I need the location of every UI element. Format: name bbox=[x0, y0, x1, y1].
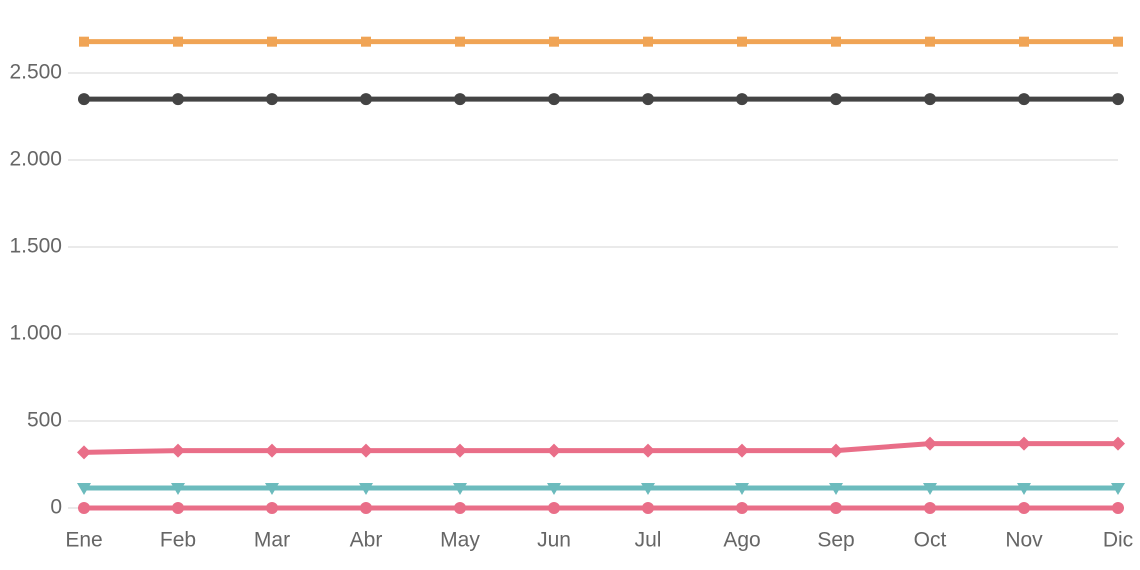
point bbox=[924, 502, 936, 514]
point bbox=[925, 36, 935, 47]
point bbox=[1018, 93, 1030, 106]
point bbox=[453, 482, 467, 495]
point bbox=[829, 482, 843, 495]
x-tick-label: Sep bbox=[817, 529, 854, 552]
x-tick-label: Ene bbox=[65, 529, 102, 552]
point bbox=[829, 443, 843, 458]
x-tick-label: Ago bbox=[723, 529, 760, 552]
point bbox=[1113, 36, 1123, 47]
point bbox=[643, 36, 653, 47]
point bbox=[78, 502, 90, 514]
point bbox=[455, 36, 465, 47]
x-tick-label: Oct bbox=[914, 529, 947, 552]
point bbox=[830, 502, 842, 514]
point bbox=[360, 93, 372, 106]
x-tick-label: Jul bbox=[635, 529, 662, 552]
y-tick-label: 0 bbox=[50, 496, 62, 519]
y-tick-label: 1.000 bbox=[9, 322, 62, 345]
point bbox=[830, 93, 842, 106]
point bbox=[171, 482, 185, 495]
point bbox=[266, 502, 278, 514]
point bbox=[831, 36, 841, 47]
point bbox=[265, 482, 279, 495]
y-tick-label: 500 bbox=[27, 409, 62, 432]
x-tick-label: Feb bbox=[160, 529, 196, 552]
point bbox=[642, 93, 654, 106]
x-tick-label: Nov bbox=[1005, 529, 1043, 552]
point bbox=[641, 482, 655, 495]
point bbox=[547, 482, 561, 495]
point bbox=[173, 36, 183, 47]
point bbox=[1018, 502, 1030, 514]
line bbox=[83, 441, 1118, 455]
point bbox=[549, 36, 559, 47]
point bbox=[453, 443, 467, 458]
point bbox=[172, 93, 184, 106]
point bbox=[642, 502, 654, 514]
x-tick-label: May bbox=[440, 529, 480, 552]
x-tick-label: Mar bbox=[254, 529, 290, 552]
point bbox=[1112, 502, 1124, 514]
point bbox=[1111, 436, 1125, 451]
point bbox=[923, 436, 937, 451]
point bbox=[924, 93, 936, 106]
point bbox=[78, 93, 90, 106]
point bbox=[360, 502, 372, 514]
y-tick-label: 2.500 bbox=[9, 61, 62, 84]
point bbox=[171, 443, 185, 458]
point bbox=[265, 443, 279, 458]
point bbox=[735, 443, 749, 458]
point bbox=[454, 93, 466, 106]
y-tick-label: 1.500 bbox=[9, 235, 62, 258]
point bbox=[454, 502, 466, 514]
point bbox=[359, 443, 373, 458]
y-tick-label: 2.000 bbox=[9, 148, 62, 171]
point bbox=[172, 502, 184, 514]
point bbox=[266, 93, 278, 106]
x-tick-label: Abr bbox=[350, 529, 383, 552]
x-tick-label: Jun bbox=[537, 529, 571, 552]
point bbox=[736, 93, 748, 106]
point bbox=[361, 36, 371, 47]
point bbox=[77, 445, 91, 460]
point bbox=[736, 502, 748, 514]
point bbox=[735, 482, 749, 495]
point bbox=[1112, 93, 1124, 106]
point bbox=[548, 502, 560, 514]
point bbox=[1017, 436, 1031, 451]
point bbox=[548, 93, 560, 106]
point bbox=[1019, 36, 1029, 47]
point bbox=[267, 36, 277, 47]
point bbox=[923, 482, 937, 495]
point bbox=[1111, 482, 1125, 495]
point bbox=[1017, 482, 1031, 495]
point bbox=[737, 36, 747, 47]
point bbox=[641, 443, 655, 458]
x-tick-label: Dic bbox=[1103, 529, 1133, 552]
point bbox=[77, 482, 91, 495]
point bbox=[547, 443, 561, 458]
point bbox=[79, 36, 89, 47]
point bbox=[359, 482, 373, 495]
